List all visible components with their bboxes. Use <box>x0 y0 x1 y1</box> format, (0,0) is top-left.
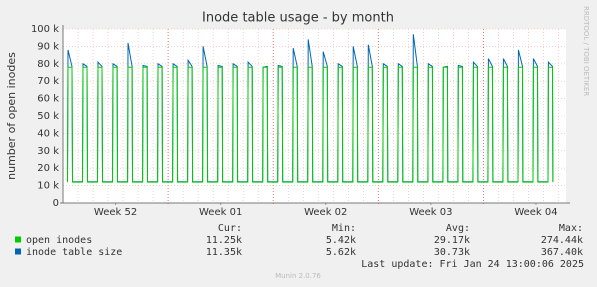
x-tick-label: Week 01 <box>199 207 242 218</box>
x-tick-label: Week 02 <box>304 207 347 218</box>
y-tick-label: 70 k <box>37 76 59 87</box>
stats-header: Max: <box>559 223 583 234</box>
y-tick-label: 20 k <box>37 163 59 174</box>
series-line <box>67 34 554 183</box>
stats-header: Avg: <box>446 223 470 234</box>
series-line <box>67 66 554 183</box>
stats-value: 29.17k <box>434 235 470 246</box>
stats-value: 5.42k <box>326 235 356 246</box>
stats-header: Min: <box>332 223 356 234</box>
y-tick-label: 90 k <box>37 41 59 52</box>
y-tick-label: 30 k <box>37 146 59 157</box>
y-tick-label: 80 k <box>37 59 59 70</box>
side-label: RRDTOOL / TOBI OETIKER <box>582 6 590 96</box>
stats-value: 274.44k <box>541 235 583 246</box>
legend-swatch <box>15 236 21 243</box>
y-tick-label: 10 k <box>37 181 59 192</box>
footer: Munin 2.0.76 <box>275 272 321 280</box>
legend-label: inode table size <box>26 247 122 258</box>
y-tick-label: 60 k <box>37 94 59 105</box>
x-tick-label: Week 04 <box>514 207 557 218</box>
y-tick-label: 100 k <box>31 24 59 35</box>
legend-label: open inodes <box>26 235 92 246</box>
last-update: Last update: Fri Jan 24 13:00:06 2025 <box>361 259 584 270</box>
legend-swatch <box>15 248 21 255</box>
stats-value: 5.62k <box>326 247 356 258</box>
stats-header: Cur: <box>218 223 242 234</box>
stats-value: 11.25k <box>206 235 242 246</box>
stats-value: 11.35k <box>206 247 242 258</box>
y-axis-label: number of open inodes <box>5 52 18 180</box>
stats-value: 367.40k <box>541 247 583 258</box>
y-tick-label: 50 k <box>37 111 59 122</box>
x-tick-label: Week 52 <box>94 207 137 218</box>
stats-value: 30.73k <box>434 247 470 258</box>
x-tick-label: Week 03 <box>409 207 452 218</box>
y-tick-label: 40 k <box>37 128 59 139</box>
chart-title: Inode table usage - by month <box>202 11 394 26</box>
y-tick-label: 0 <box>53 198 59 209</box>
